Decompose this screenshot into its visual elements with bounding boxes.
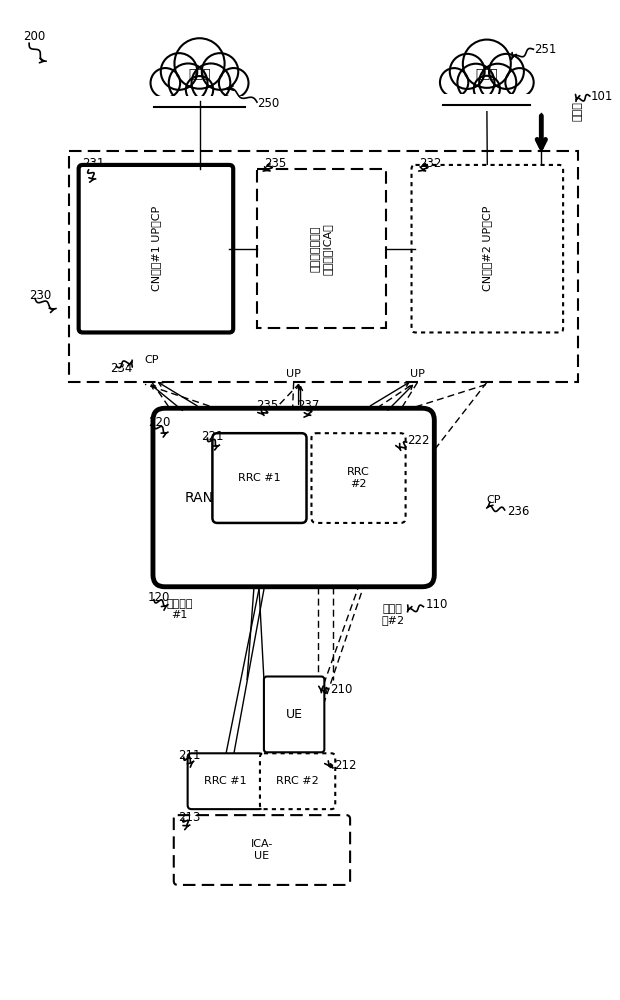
Text: 251: 251 bbox=[534, 43, 557, 56]
Circle shape bbox=[450, 54, 485, 89]
Text: 250: 250 bbox=[257, 97, 279, 110]
Text: RRC #1: RRC #1 bbox=[238, 473, 281, 483]
Circle shape bbox=[174, 38, 224, 89]
FancyBboxPatch shape bbox=[311, 433, 405, 523]
Circle shape bbox=[474, 76, 500, 102]
Text: 235: 235 bbox=[264, 157, 286, 170]
FancyBboxPatch shape bbox=[153, 408, 435, 587]
Text: 切片间上下文控
制代理（ICA）: 切片间上下文控 制代理（ICA） bbox=[311, 223, 332, 275]
Circle shape bbox=[169, 63, 208, 102]
Text: 数据包: 数据包 bbox=[573, 101, 583, 121]
Text: 221: 221 bbox=[202, 430, 224, 443]
Circle shape bbox=[458, 64, 495, 101]
Circle shape bbox=[463, 40, 511, 88]
Text: CP: CP bbox=[487, 495, 502, 505]
Text: UE: UE bbox=[286, 708, 303, 721]
Circle shape bbox=[192, 63, 230, 102]
Text: 120: 120 bbox=[148, 591, 171, 604]
Text: 因特网: 因特网 bbox=[476, 68, 498, 81]
FancyBboxPatch shape bbox=[257, 169, 386, 328]
FancyBboxPatch shape bbox=[264, 677, 324, 752]
FancyBboxPatch shape bbox=[69, 151, 578, 382]
Text: RRC #2: RRC #2 bbox=[277, 776, 319, 786]
Text: 232: 232 bbox=[420, 157, 442, 170]
Circle shape bbox=[186, 76, 213, 104]
Text: 230: 230 bbox=[29, 289, 51, 302]
FancyBboxPatch shape bbox=[188, 753, 263, 809]
Circle shape bbox=[219, 68, 249, 98]
Circle shape bbox=[161, 53, 197, 90]
Circle shape bbox=[151, 68, 180, 98]
Text: 235: 235 bbox=[256, 399, 278, 412]
Text: 110: 110 bbox=[425, 598, 448, 611]
Text: 101: 101 bbox=[591, 90, 613, 103]
Text: ICA-
UE: ICA- UE bbox=[250, 839, 273, 861]
Circle shape bbox=[440, 68, 468, 97]
Text: CP: CP bbox=[144, 355, 159, 365]
Text: 231: 231 bbox=[82, 157, 105, 170]
Circle shape bbox=[479, 64, 516, 101]
Text: CN实例#1 UP、CP: CN实例#1 UP、CP bbox=[151, 206, 161, 291]
FancyBboxPatch shape bbox=[174, 815, 350, 885]
FancyBboxPatch shape bbox=[213, 433, 306, 523]
Text: 212: 212 bbox=[334, 759, 356, 772]
Text: 空闲切
片#2: 空闲切 片#2 bbox=[381, 604, 404, 625]
Text: 活动切片
#1: 活动切片 #1 bbox=[166, 599, 193, 620]
Circle shape bbox=[202, 53, 238, 90]
Text: 211: 211 bbox=[178, 749, 200, 762]
Text: 213: 213 bbox=[178, 811, 200, 824]
Text: 210: 210 bbox=[330, 683, 353, 696]
Text: 237: 237 bbox=[298, 399, 320, 412]
Text: RAN: RAN bbox=[185, 491, 214, 505]
Text: RRC
#2: RRC #2 bbox=[347, 467, 370, 489]
FancyBboxPatch shape bbox=[79, 165, 233, 332]
Text: CN实例#2 UP、CP: CN实例#2 UP、CP bbox=[482, 206, 492, 291]
Text: 220: 220 bbox=[148, 416, 171, 429]
Text: 因特网: 因特网 bbox=[188, 68, 211, 81]
Text: 234: 234 bbox=[110, 362, 133, 375]
FancyBboxPatch shape bbox=[412, 165, 563, 332]
Bar bbox=[148, 96, 251, 113]
Text: UP: UP bbox=[410, 369, 425, 379]
Circle shape bbox=[505, 68, 534, 97]
Text: UP: UP bbox=[286, 369, 301, 379]
Bar bbox=[438, 94, 536, 111]
Text: 200: 200 bbox=[23, 30, 45, 43]
Text: 222: 222 bbox=[407, 434, 430, 447]
Text: RRC #1: RRC #1 bbox=[204, 776, 247, 786]
Circle shape bbox=[489, 54, 524, 89]
Text: 236: 236 bbox=[507, 505, 529, 518]
FancyBboxPatch shape bbox=[260, 753, 335, 809]
